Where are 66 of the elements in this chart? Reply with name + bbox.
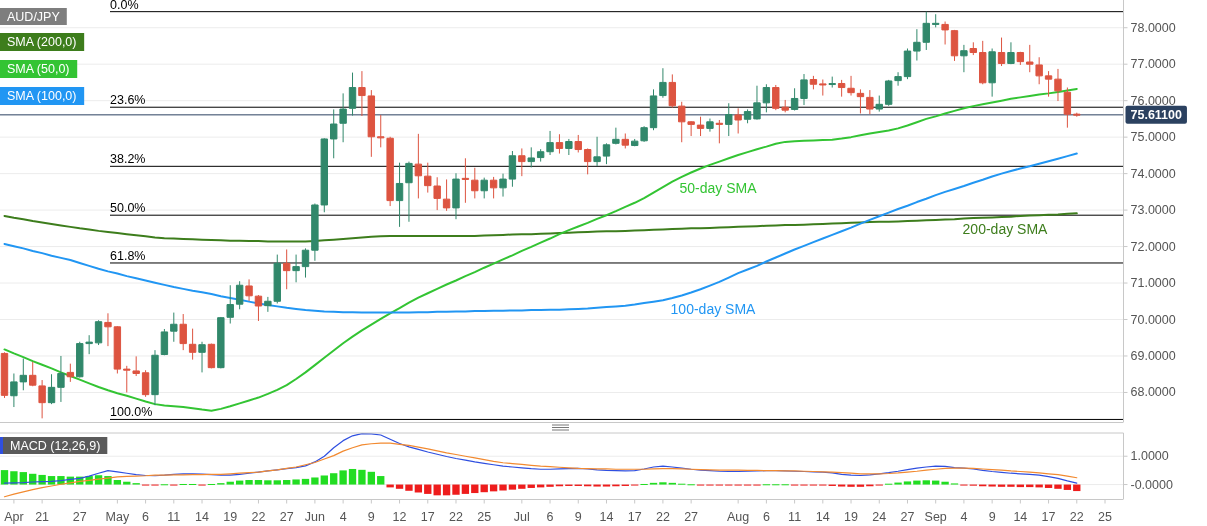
annotation: 61.8%	[110, 248, 146, 263]
x-tick-label: 6	[546, 510, 554, 524]
x-tick-label: 21	[35, 510, 50, 524]
x-tick-label: 22	[251, 510, 266, 524]
text: AUD/JPY	[7, 9, 61, 24]
annotation: 100-day SMA	[670, 300, 757, 317]
chart-title: MACD (12,26,9)	[10, 438, 101, 453]
text: SMA (200,0)	[7, 35, 77, 49]
x-tick-label: May	[105, 510, 130, 524]
x-tick-label: Sep	[924, 510, 947, 524]
y-tick-label: 69.0000	[1130, 348, 1176, 363]
x-tick-label: 4	[960, 510, 968, 524]
y-tick-label: 75.0000	[1130, 130, 1176, 145]
x-tick-label: 24	[872, 510, 887, 524]
annotation: 200-day SMA	[962, 221, 1049, 237]
y-tick-label: -0.0000	[1130, 477, 1173, 492]
x-tick-label: 14	[599, 510, 614, 524]
x-tick-label: 9	[988, 510, 996, 524]
y-tick-label: 68.0000	[1130, 385, 1176, 400]
x-tick-label: 22	[1069, 510, 1084, 524]
x-tick-label: 19	[844, 510, 859, 524]
x-tick-label: 9	[367, 510, 375, 524]
y-tick-label: 77.0000	[1130, 57, 1176, 72]
x-tick-label: Apr	[4, 510, 24, 524]
text: SMA (50,0)	[7, 62, 70, 76]
y-tick-label: 70.0000	[1130, 312, 1176, 327]
text: SMA (100,0)	[7, 89, 77, 103]
text: 75.61100	[1130, 107, 1182, 122]
x-tick-label: 14	[195, 510, 210, 524]
x-tick-label: 27	[279, 510, 294, 524]
annotation: 23.6%	[110, 93, 146, 108]
x-tick-label: 14	[815, 510, 830, 524]
y-tick-label: 74.0000	[1130, 166, 1176, 181]
x-tick-label: 17	[420, 510, 435, 524]
x-tick-label: 22	[655, 510, 670, 524]
y-tick-label: 1.0000	[1130, 449, 1169, 464]
x-tick-label: 6	[762, 510, 770, 524]
x-tick-label: 6	[142, 510, 150, 524]
x-tick-label: 14	[1013, 510, 1028, 524]
annotation: 50.0%	[110, 201, 146, 216]
x-tick-label: 9	[574, 510, 582, 524]
x-tick-label: 25	[477, 510, 492, 524]
y-tick-label: 76.0000	[1130, 93, 1176, 108]
y-tick-label: 71.0000	[1130, 276, 1176, 291]
annotation: 50-day SMA	[679, 180, 758, 196]
y-tick-label: 73.0000	[1130, 203, 1176, 218]
x-tick-label: 4	[339, 510, 347, 524]
x-tick-label: 27	[684, 510, 699, 524]
x-tick-label: 22	[449, 510, 463, 524]
x-tick-label: 27	[72, 510, 87, 524]
x-tick-label: 17	[1041, 510, 1056, 524]
x-tick-label: 17	[627, 510, 642, 524]
y-tick-label: 72.0000	[1130, 239, 1176, 254]
y-tick-label: 78.0000	[1130, 20, 1176, 35]
annotation: 38.2%	[110, 152, 146, 167]
x-tick-label: 11	[788, 510, 802, 524]
x-tick-label: 12	[392, 510, 407, 524]
x-tick-label: Jul	[513, 510, 530, 524]
x-tick-label: 25	[1098, 510, 1112, 524]
x-tick-label: Aug	[727, 510, 750, 524]
annotation: 100.0%	[110, 405, 153, 420]
annotation: 0.0%	[110, 0, 139, 12]
x-tick-label: 19	[223, 510, 238, 524]
x-tick-label: 11	[167, 510, 181, 524]
x-tick-label: Jun	[304, 510, 326, 524]
x-tick-label: 27	[900, 510, 915, 524]
